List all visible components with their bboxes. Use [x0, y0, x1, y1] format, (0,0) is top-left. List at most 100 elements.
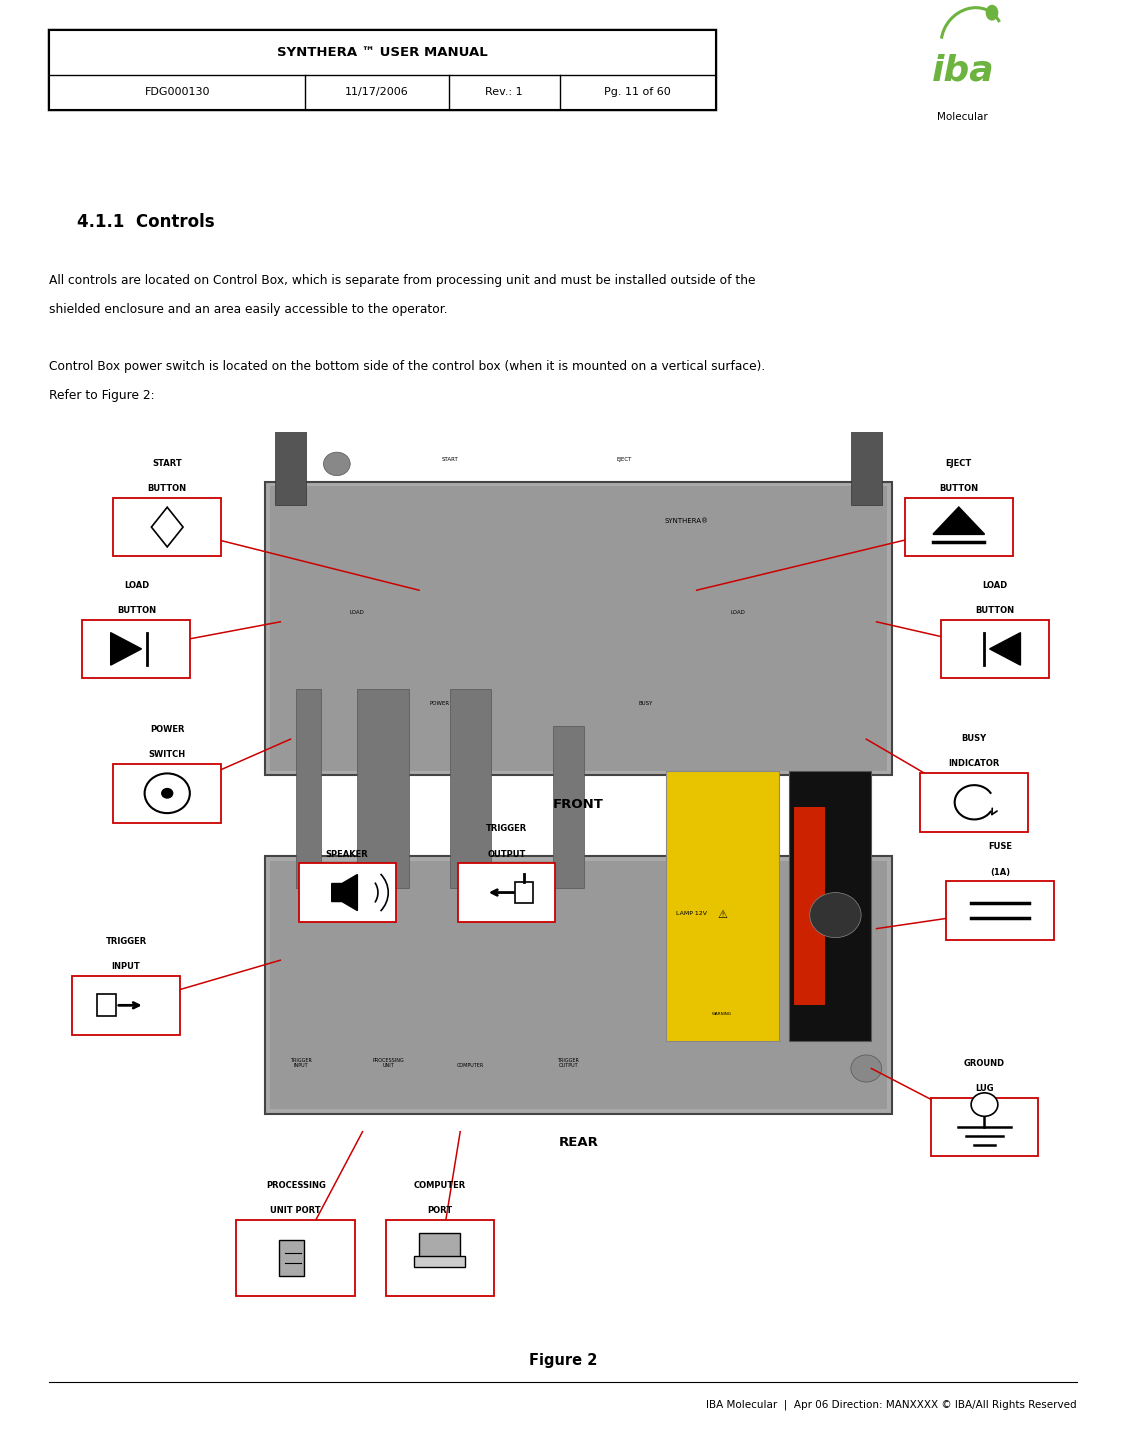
Text: REAR: REAR: [558, 1136, 598, 1149]
Text: LUG: LUG: [975, 1084, 994, 1093]
Bar: [82, 620, 190, 678]
Bar: [553, 725, 583, 888]
Text: ⚠: ⚠: [717, 910, 727, 920]
Text: COMPUTER: COMPUTER: [413, 1181, 466, 1190]
Bar: [298, 864, 395, 921]
Polygon shape: [151, 508, 184, 547]
Text: GROUND: GROUND: [964, 1058, 1006, 1069]
Text: Rev.: 1: Rev.: 1: [485, 87, 524, 97]
Bar: [50, 30, 715, 110]
Bar: [419, 306, 465, 369]
Text: TRIGGER
INPUT: TRIGGER INPUT: [289, 1057, 312, 1069]
Text: iba: iba: [931, 53, 994, 88]
Text: FDG000130: FDG000130: [144, 87, 209, 97]
Bar: [941, 620, 1048, 678]
Text: INPUT: INPUT: [111, 962, 141, 972]
Text: WARNING: WARNING: [713, 1012, 732, 1017]
Bar: [386, 1220, 493, 1296]
Text: UNIT PORT: UNIT PORT: [270, 1207, 321, 1216]
Text: BUTTON: BUTTON: [975, 606, 1015, 616]
Bar: [930, 1097, 1038, 1156]
Text: LOAD: LOAD: [982, 581, 1008, 590]
Text: All controls are located on Control Box, which is separate from processing unit : All controls are located on Control Box,…: [50, 274, 756, 287]
Polygon shape: [933, 508, 984, 535]
Circle shape: [161, 787, 173, 799]
Bar: [275, 189, 306, 505]
Text: SYNTHERA®: SYNTHERA®: [664, 518, 708, 523]
Bar: [599, 306, 645, 369]
Bar: [279, 1240, 304, 1276]
Text: TRIGGER
OUTPUT: TRIGGER OUTPUT: [557, 1057, 579, 1069]
Text: PORT: PORT: [427, 1207, 453, 1216]
Text: FRONT: FRONT: [553, 797, 604, 810]
Bar: [851, 189, 882, 505]
Bar: [50, 30, 715, 110]
Bar: [515, 881, 534, 903]
Text: BUSY: BUSY: [962, 734, 986, 743]
Polygon shape: [110, 633, 142, 665]
Bar: [419, 1233, 461, 1257]
Bar: [114, 497, 221, 557]
Text: LOAD: LOAD: [124, 581, 149, 590]
Bar: [72, 976, 180, 1035]
Bar: [458, 864, 555, 921]
Text: SPEAKER: SPEAKER: [325, 849, 368, 858]
Circle shape: [986, 6, 998, 20]
Text: EJECT: EJECT: [617, 457, 633, 461]
Circle shape: [144, 773, 190, 813]
Text: Pg. 11 of 60: Pg. 11 of 60: [604, 87, 671, 97]
Text: OUTPUT: OUTPUT: [488, 849, 526, 858]
Text: SYNTHERA ™ USER MANUAL: SYNTHERA ™ USER MANUAL: [277, 46, 488, 59]
Text: Figure 2: Figure 2: [529, 1353, 597, 1368]
Bar: [296, 689, 321, 888]
Bar: [97, 995, 116, 1017]
Polygon shape: [990, 633, 1020, 665]
Circle shape: [323, 453, 350, 476]
Bar: [920, 773, 1028, 832]
Text: BUSY: BUSY: [638, 701, 652, 705]
Text: PROCESSING
UNIT: PROCESSING UNIT: [373, 1057, 404, 1069]
Bar: [665, 770, 779, 1041]
Text: COMPUTER: COMPUTER: [457, 1064, 484, 1069]
Text: POWER: POWER: [430, 701, 449, 705]
Bar: [789, 770, 872, 1041]
Bar: [794, 808, 825, 1005]
Circle shape: [810, 893, 861, 937]
Bar: [270, 486, 887, 770]
Bar: [270, 861, 887, 1109]
Text: 4.1.1  Controls: 4.1.1 Controls: [78, 213, 215, 231]
Bar: [414, 1256, 465, 1268]
Text: POWER: POWER: [150, 725, 185, 734]
Text: TRIGGER: TRIGGER: [485, 825, 527, 833]
Bar: [265, 857, 892, 1113]
Text: EJECT: EJECT: [946, 459, 972, 469]
Circle shape: [971, 1093, 998, 1116]
Text: Refer to Figure 2:: Refer to Figure 2:: [50, 389, 154, 402]
Bar: [236, 1220, 355, 1296]
Text: Molecular: Molecular: [937, 111, 989, 121]
Text: START: START: [152, 459, 182, 469]
Text: BUTTON: BUTTON: [939, 485, 978, 493]
Text: LAMP 12V: LAMP 12V: [676, 910, 707, 916]
Text: SWITCH: SWITCH: [149, 750, 186, 760]
Bar: [946, 881, 1054, 940]
Text: shielded enclosure and an area easily accessible to the operator.: shielded enclosure and an area easily ac…: [50, 303, 448, 316]
Text: INDICATOR: INDICATOR: [948, 760, 1000, 769]
Bar: [357, 689, 409, 888]
Text: LOAD: LOAD: [350, 610, 365, 616]
Text: (1A): (1A): [990, 868, 1010, 877]
Bar: [265, 482, 892, 776]
Text: 11/17/2006: 11/17/2006: [346, 87, 409, 97]
Text: START: START: [441, 457, 458, 461]
Text: TRIGGER: TRIGGER: [106, 937, 146, 946]
Text: IBA Molecular  |  Apr 06 Direction: MANXXXX © IBA/All Rights Reserved: IBA Molecular | Apr 06 Direction: MANXXX…: [706, 1399, 1076, 1410]
Text: BUTTON: BUTTON: [117, 606, 155, 616]
Polygon shape: [332, 874, 357, 910]
Bar: [450, 689, 491, 888]
Text: FUSE: FUSE: [988, 842, 1012, 851]
Text: BUTTON: BUTTON: [148, 485, 187, 493]
Circle shape: [851, 1056, 882, 1082]
Text: LOAD: LOAD: [731, 610, 745, 616]
Bar: [905, 497, 1012, 557]
Text: Control Box power switch is located on the bottom side of the control box (when : Control Box power switch is located on t…: [50, 360, 766, 373]
